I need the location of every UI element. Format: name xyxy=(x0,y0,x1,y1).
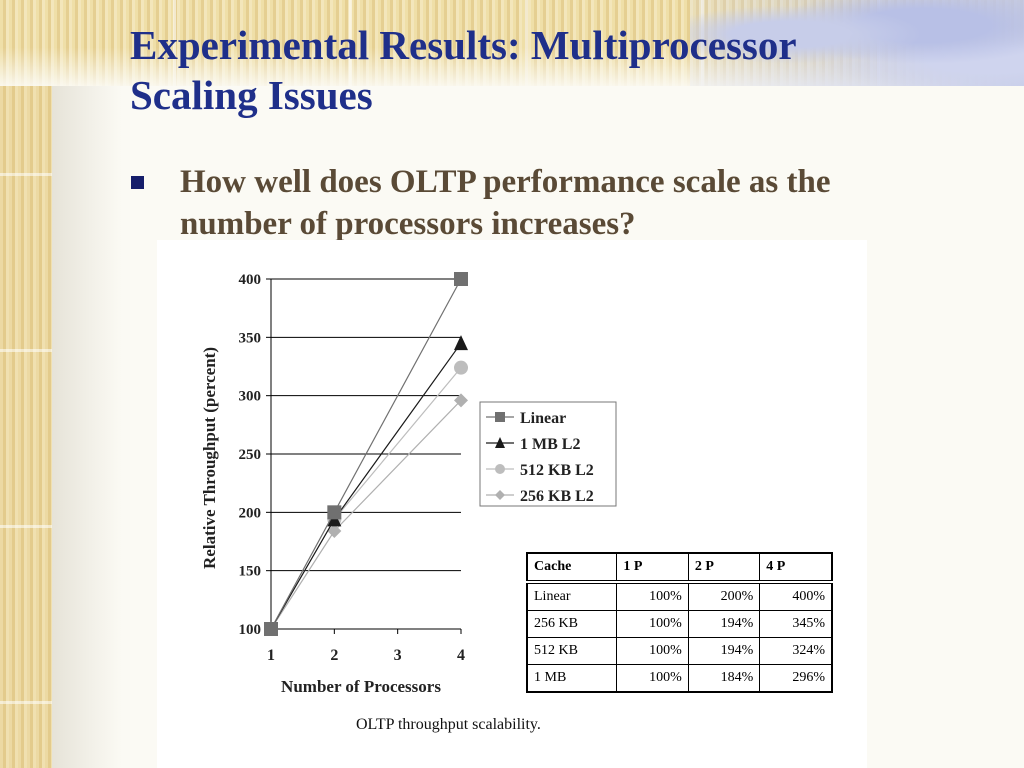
x-tick-label: 2 xyxy=(330,647,338,664)
table-cell: 100% xyxy=(616,637,689,665)
y-tick-label: 400 xyxy=(239,272,262,288)
table-cell: 200% xyxy=(687,582,760,611)
legend-label: Linear xyxy=(520,410,566,427)
table-cell: 1 MB xyxy=(534,670,567,685)
cache-results-table: Cache 1 P 2 P 4 P Linear 100% 200% 400% … xyxy=(526,552,833,693)
table-cell: 100% xyxy=(616,582,689,611)
table-cell: 400% xyxy=(759,582,832,611)
marker-diamond xyxy=(495,490,505,500)
series-line xyxy=(270,399,462,630)
y-tick-label: 250 xyxy=(239,447,262,463)
table-row: 1 MB 100% 184% 296% xyxy=(527,664,832,692)
y-tick-label: 200 xyxy=(239,505,262,521)
table-cell: 100% xyxy=(616,610,689,638)
table-header-cell: 1 P xyxy=(616,553,689,582)
bullet-square-icon xyxy=(131,176,144,189)
legend-label: 256 KB L2 xyxy=(520,488,594,505)
marker-circle xyxy=(495,464,505,474)
table-cell: 194% xyxy=(687,610,760,638)
bullet-text-line-1: How well does OLTP performance scale as … xyxy=(180,164,831,200)
flower-decoration xyxy=(690,0,1024,86)
table-row: Linear 100% 200% 400% xyxy=(527,582,832,611)
series-line xyxy=(270,342,462,630)
slide-title-line-1: Experimental Results: Multiprocessor xyxy=(130,22,797,68)
marker-square xyxy=(327,505,342,520)
table-header-cell: Cache xyxy=(534,559,572,574)
x-tick-label: 4 xyxy=(457,647,465,664)
left-texture-strip xyxy=(0,0,52,768)
table-cell: Linear xyxy=(534,589,571,604)
y-tick-label: 350 xyxy=(239,330,262,346)
left-shadow xyxy=(52,0,122,768)
y-tick-label: 300 xyxy=(239,389,262,405)
figure-caption: OLTP throughput scalability. xyxy=(356,716,541,733)
table-cell: 345% xyxy=(759,610,832,638)
marker-diamond xyxy=(327,524,342,538)
table-cell: 296% xyxy=(759,664,832,692)
y-tick-label: 150 xyxy=(239,564,262,580)
table-cell: 256 KB xyxy=(534,616,578,631)
table-row: 512 KB 100% 194% 324% xyxy=(527,637,832,665)
marker-circle xyxy=(454,360,468,375)
y-tick-label: 100 xyxy=(239,622,262,638)
bullet-text-line-2: number of processors increases? xyxy=(180,206,636,242)
marker-triangle xyxy=(495,437,505,448)
y-axis-label: Relative Throughput (percent) xyxy=(200,347,219,569)
slide-title: Experimental Results: Multiprocessor Sca… xyxy=(130,20,990,120)
table-cell: 512 KB xyxy=(534,643,578,658)
x-tick-label: 3 xyxy=(394,647,402,664)
marker-square xyxy=(264,622,278,636)
table-cell: 194% xyxy=(687,637,760,665)
slide-title-line-2: Scaling Issues xyxy=(130,72,373,118)
marker-diamond xyxy=(454,393,468,408)
table-cell: 184% xyxy=(687,664,760,692)
marker-square xyxy=(454,272,468,286)
bullet-text: How well does OLTP performance scale as … xyxy=(180,161,1000,245)
table-header-cell: 2 P xyxy=(687,553,760,582)
table-row: 256 KB 100% 194% 345% xyxy=(527,610,832,638)
marker-triangle xyxy=(454,335,468,351)
table-header-cell: 4 P xyxy=(759,553,832,582)
legend-label: 1 MB L2 xyxy=(520,436,580,453)
x-tick-label: 1 xyxy=(267,647,275,664)
x-axis-label: Number of Processors xyxy=(281,677,441,696)
table-cell: 324% xyxy=(759,637,832,665)
table-cell: 100% xyxy=(616,664,689,692)
throughput-chart: 100 150 200 250 300 350 400 1 2 3 4 Number of Proce… xyxy=(200,272,617,696)
legend-label: 512 KB L2 xyxy=(520,462,594,479)
table-header-row: Cache 1 P 2 P 4 P xyxy=(527,553,832,582)
marker-square xyxy=(495,412,505,422)
